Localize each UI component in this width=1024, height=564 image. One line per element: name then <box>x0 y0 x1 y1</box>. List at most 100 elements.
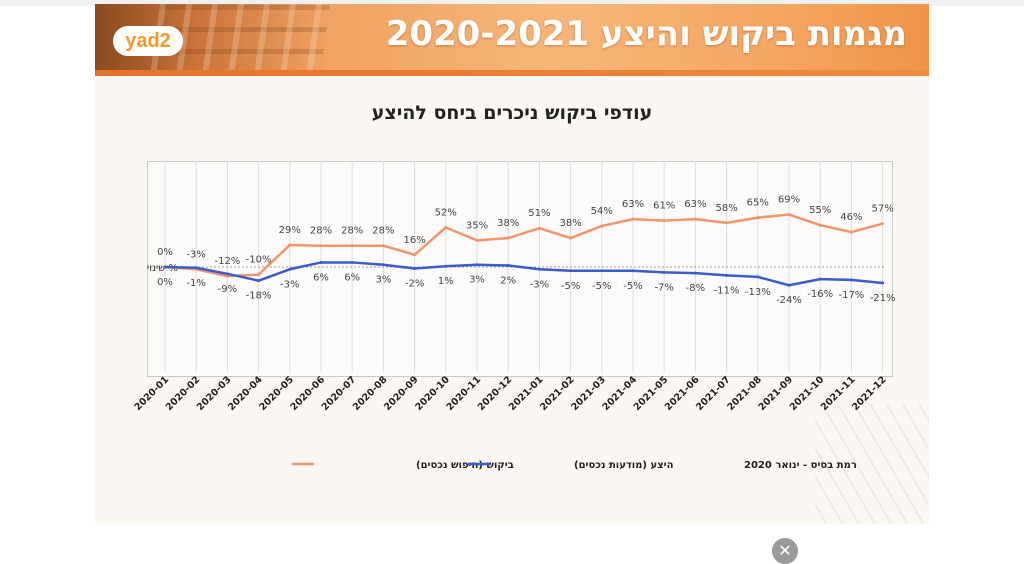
data-point <box>756 275 760 279</box>
data-point <box>444 225 448 229</box>
data-point <box>537 267 541 271</box>
banner: yad2 מגמות ביקוש והיצע 2020-2021 <box>95 4 929 76</box>
data-point <box>600 224 604 228</box>
data-label: 3% <box>375 275 391 286</box>
data-point <box>475 263 479 267</box>
data-label: 52% <box>435 207 457 218</box>
data-label: 6% <box>313 272 329 283</box>
data-label: 28% <box>372 226 394 237</box>
data-label: -1% <box>186 278 205 289</box>
data-label: 69% <box>778 195 800 206</box>
data-point <box>693 271 697 275</box>
series-line-demand <box>164 213 883 278</box>
data-label: -16% <box>807 289 833 300</box>
chart-title: עודפי ביקוש ניכרים ביחס להיצע <box>371 102 653 124</box>
data-point <box>413 267 417 271</box>
data-label: -18% <box>246 291 272 302</box>
data-label: 63% <box>684 199 706 210</box>
legend-label: ביקוש (חיפוש נכסים) <box>416 460 514 471</box>
data-point <box>569 236 573 240</box>
data-point <box>413 253 417 257</box>
data-label: -7% <box>654 282 673 293</box>
data-label: 55% <box>809 205 831 216</box>
data-point <box>257 273 261 277</box>
legend-label: רמת בסיס - ינואר 2020 <box>744 460 857 471</box>
data-point <box>881 222 885 226</box>
data-label: 38% <box>559 218 581 229</box>
data-label: -21% <box>870 293 896 304</box>
data-label: 2% <box>500 275 516 286</box>
data-label: 16% <box>403 235 425 246</box>
data-point <box>631 217 635 221</box>
data-point <box>631 269 635 273</box>
data-label: -3% <box>280 279 299 290</box>
data-point <box>225 272 229 276</box>
yad2-logo: yad2 <box>113 26 183 56</box>
data-point <box>662 270 666 274</box>
data-point <box>756 216 760 220</box>
data-label: -10% <box>246 255 272 266</box>
data-label: -3% <box>186 249 205 260</box>
data-label: 57% <box>871 204 893 215</box>
data-label: 65% <box>747 198 769 209</box>
data-point <box>787 283 791 287</box>
data-label: 54% <box>591 206 613 217</box>
data-point <box>881 281 885 285</box>
data-point <box>475 238 479 242</box>
data-point <box>818 277 822 281</box>
data-label: 61% <box>653 201 675 212</box>
data-point <box>257 279 261 283</box>
y-axis-label: % שינוי <box>147 263 178 274</box>
data-point <box>288 243 292 247</box>
data-point <box>319 260 323 264</box>
data-point <box>288 267 292 271</box>
close-icon[interactable]: ✕ <box>772 538 798 564</box>
data-label: 6% <box>344 272 360 283</box>
data-point <box>225 274 229 278</box>
data-label: -11% <box>714 285 740 296</box>
data-label: 28% <box>310 226 332 237</box>
data-point <box>350 244 354 248</box>
data-point <box>506 236 510 240</box>
data-label: -2% <box>405 279 424 290</box>
data-point <box>194 266 198 270</box>
data-label: 63% <box>622 199 644 210</box>
data-point <box>662 219 666 223</box>
data-label: 35% <box>466 220 488 231</box>
data-label: -5% <box>561 281 580 292</box>
decorative-pattern <box>815 404 929 524</box>
data-label: -17% <box>838 290 864 301</box>
data-label: 0% <box>157 247 173 258</box>
data-point <box>725 221 729 225</box>
top-edge <box>0 0 1024 6</box>
data-point <box>849 278 853 282</box>
data-point <box>600 269 604 273</box>
data-point <box>725 273 729 277</box>
data-point <box>506 263 510 267</box>
banner-title: מגמות ביקוש והיצע 2020-2021 <box>385 14 907 54</box>
data-label: -13% <box>745 287 771 298</box>
data-point <box>319 244 323 248</box>
data-label: -24% <box>776 295 802 306</box>
data-label: -5% <box>592 281 611 292</box>
data-point <box>163 265 167 269</box>
data-point <box>787 213 791 217</box>
line-chart: % שינוי 0% -3% -12% -10% 29% 28% 28% 28% 16% 52% 35… <box>133 161 896 471</box>
data-label: 28% <box>341 226 363 237</box>
data-point <box>381 263 385 267</box>
data-point <box>350 260 354 264</box>
data-label: 3% <box>469 275 485 286</box>
slide: yad2 מגמות ביקוש והיצע 2020-2021 עודפי ב… <box>95 4 929 524</box>
data-point <box>849 230 853 234</box>
data-point <box>569 269 573 273</box>
legend-label: היצע (מודעות נכסים) <box>574 460 673 471</box>
data-label: -8% <box>686 283 705 294</box>
data-point <box>444 264 448 268</box>
data-point <box>693 217 697 221</box>
data-label: 51% <box>528 208 550 219</box>
data-label: 29% <box>279 225 301 236</box>
data-label: 0% <box>157 277 173 288</box>
data-label: -9% <box>218 284 237 295</box>
data-label: 1% <box>438 276 454 287</box>
data-point <box>818 223 822 227</box>
